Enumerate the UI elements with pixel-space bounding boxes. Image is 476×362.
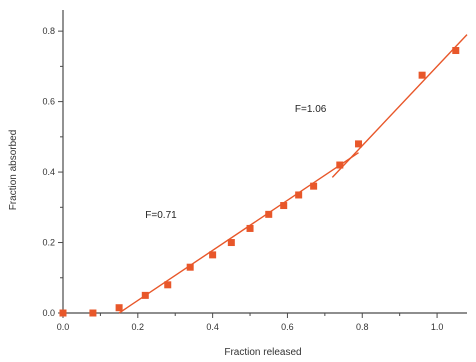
data-point-14 — [355, 140, 363, 148]
y-ticks: 0.0 0.2 0.4 0.6 0.8 — [42, 26, 63, 318]
fit-lines — [118, 34, 468, 314]
y-axis-label: Fraction absorbed — [8, 130, 19, 211]
annotation-1: F=0.71 — [145, 210, 177, 221]
data-point-15 — [418, 71, 426, 79]
x-tick-label-1: 0.2 — [132, 322, 145, 332]
annotations: F=0.71 F=1.06 — [145, 104, 326, 221]
data-point-7 — [227, 239, 235, 247]
data-point-13 — [336, 161, 344, 169]
y-tick-label-0: 0.0 — [42, 308, 55, 318]
y-tick-label-3: 0.6 — [42, 97, 55, 107]
fit-line-1 — [118, 152, 359, 314]
data-point-1 — [89, 309, 97, 317]
data-point-12 — [310, 182, 318, 190]
data-points — [59, 47, 460, 317]
annotation-2: F=1.06 — [295, 104, 327, 115]
data-point-8 — [246, 224, 254, 232]
x-tick-label-3: 0.6 — [281, 322, 294, 332]
data-point-2 — [115, 304, 123, 312]
data-point-3 — [141, 291, 149, 299]
x-ticks: 0.0 0.2 0.4 0.6 0.8 1.0 — [57, 313, 444, 332]
data-point-16 — [452, 47, 460, 55]
x-tick-label-5: 1.0 — [431, 322, 444, 332]
x-axis-label: Fraction released — [224, 347, 301, 358]
x-tick-label-0: 0.0 — [57, 322, 70, 332]
data-point-0 — [59, 309, 67, 317]
data-point-5 — [186, 263, 194, 271]
data-point-6 — [209, 251, 217, 259]
data-point-4 — [164, 281, 172, 289]
fit-line-2 — [331, 34, 468, 178]
y-tick-label-4: 0.8 — [42, 26, 55, 36]
data-point-10 — [280, 202, 288, 210]
plot-area: 0.0 0.2 0.4 0.6 0.8 1.0 0.0 0.2 0.4 0.6 0.8 F=0.7… — [42, 10, 468, 332]
data-point-11 — [295, 191, 303, 199]
x-tick-label-4: 0.8 — [356, 322, 369, 332]
y-tick-label-1: 0.2 — [42, 238, 55, 248]
x-tick-label-2: 0.4 — [206, 322, 219, 332]
y-tick-label-2: 0.4 — [42, 167, 55, 177]
data-point-9 — [265, 210, 273, 218]
